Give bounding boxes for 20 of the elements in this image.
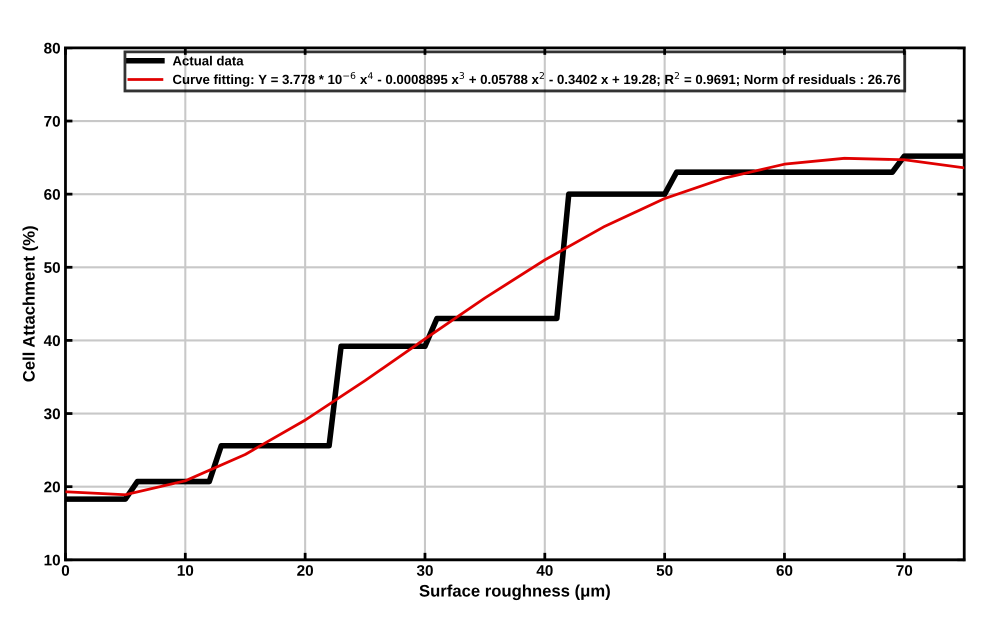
y-tick-label: 20	[44, 482, 60, 492]
y-tick-label: 60	[44, 189, 60, 200]
x-tick-label: 0	[62, 565, 70, 576]
x-tick-label: 30	[416, 565, 433, 576]
legend-label: Actual data	[172, 56, 244, 66]
x-tick-label: 60	[776, 565, 792, 576]
x-tick-label: 70	[896, 565, 912, 576]
x-tick-label: 40	[536, 565, 553, 576]
y-tick-label: 40	[44, 335, 60, 346]
y-tick-label: 30	[44, 408, 60, 420]
x-tick-label: 10	[178, 565, 194, 576]
y-tick-label: 50	[44, 262, 60, 273]
y-tick-label: 80	[44, 42, 60, 54]
x-axis-title: Surface roughness (μm)	[419, 584, 610, 600]
text: Curve fitting: Y = 3.778 * 10$^{−6}$ x$^{4}$ - 0.0008895 x$^{3}$ + 0.05788 x$^{2}$ - 0.3402 x + 19.28; R$^{2}$ = 0.9691; Norm of residuals : 26.76	[172, 72, 900, 87]
y-axis-title: Cell Attachment (%)	[22, 226, 38, 382]
x-tick-label: 50	[656, 565, 673, 576]
y-tick-label: 10	[44, 554, 60, 566]
x-tick-label: 20	[297, 565, 314, 576]
y-tick-label: 70	[44, 116, 60, 127]
